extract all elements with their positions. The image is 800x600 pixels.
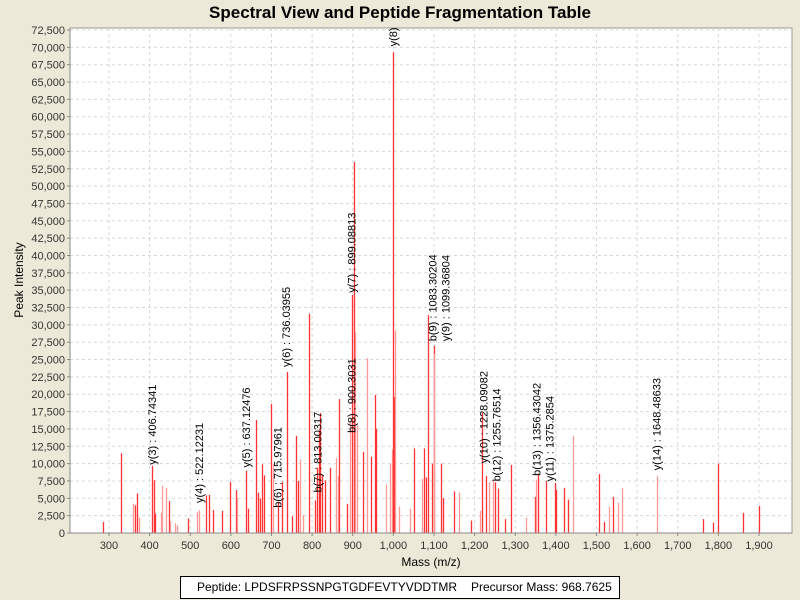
fragment-annotations: y(3) : 406.74341 y(4) : 522.12231 y(5) : 6… <box>147 21 664 508</box>
fragment-label: y(5) : 637.12476 <box>241 387 253 467</box>
peak-bars <box>102 52 761 533</box>
y-tick-label: 32,500 <box>31 303 65 315</box>
fragment-label: b(7) : 813.00317 <box>312 412 324 493</box>
y-tick-label: 40,000 <box>31 250 65 262</box>
x-tick-label: 300 <box>100 540 118 552</box>
y-tick-label: 65,000 <box>31 77 65 89</box>
x-tick-label: 1,300 <box>501 540 529 552</box>
x-tick-label: 900 <box>344 540 362 552</box>
fragment-label: y(7) : 899.08813 <box>347 213 359 293</box>
y-tick-label: 20,000 <box>31 389 65 401</box>
fragment-label: b(8) : 900.3031 <box>347 358 359 433</box>
y-tick-label: 7,500 <box>37 476 65 488</box>
chart-title: Spectral View and Peptide Fragmentation … <box>209 3 591 22</box>
y-tick-label: 72,500 <box>31 25 65 37</box>
y-tick-label: 70,000 <box>31 42 65 54</box>
grid-lines <box>70 28 792 534</box>
y-tick-label: 37,500 <box>31 268 65 280</box>
y-tick-label: 27,500 <box>31 337 65 349</box>
axes: 0 2,500 5,000 7,500 10,000 12,500 15,000 17,500… <box>31 25 792 552</box>
y-tick-label: 60,000 <box>31 112 65 124</box>
y-tick-label: 35,000 <box>31 285 65 297</box>
x-tick-label: 1,700 <box>664 540 692 552</box>
x-tick-label: 800 <box>303 540 321 552</box>
y-tick-label: 45,000 <box>31 216 65 228</box>
y-tick-label: 62,500 <box>31 94 65 106</box>
x-axis-label: Mass (m/z) <box>401 555 460 569</box>
fragment-label: y(14) : 1648.48633 <box>652 378 664 470</box>
x-tick-label: 1,400 <box>542 540 570 552</box>
x-tick-label: 1,000 <box>380 540 408 552</box>
y-tick-label: 30,000 <box>31 320 65 332</box>
y-tick-label: 50,000 <box>31 181 65 193</box>
x-tick-label: 400 <box>140 540 158 552</box>
y-tick-label: 52,500 <box>31 164 65 176</box>
legend-box: Peptide: LPDSFRPSSNPGTGDFEVTYVDDTMR Prec… <box>180 576 620 599</box>
y-tick-label: 17,500 <box>31 407 65 419</box>
x-tick-label: 700 <box>262 540 280 552</box>
fragment-label: y(9) : 1099.36804 <box>440 255 452 341</box>
y-tick-label: 12,500 <box>31 441 65 453</box>
fragment-label: y(11) : 1375.2854 <box>544 396 556 481</box>
precursor-mass: Precursor Mass: 968.7625 <box>471 580 612 594</box>
fragment-label: b(9) : 1083.30204 <box>427 254 439 341</box>
fragment-label: b(6) : 715.97961 <box>273 427 285 508</box>
fragment-label: b(12) : 1255.76514 <box>492 388 504 481</box>
fragment-label: y(3) : 406.74341 <box>147 385 159 465</box>
x-tick-label: 1,900 <box>745 540 773 552</box>
x-tick-label: 1,200 <box>461 540 489 552</box>
y-tick-label: 22,500 <box>31 372 65 384</box>
y-tick-label: 55,000 <box>31 146 65 158</box>
x-tick-label: 600 <box>222 540 240 552</box>
fragment-label: y(10) : 1228.09082 <box>479 371 491 463</box>
y-tick-label: 25,000 <box>31 355 65 367</box>
fragment-label: y(6) : 736.03955 <box>281 287 293 367</box>
x-tick-label: 1,100 <box>420 540 448 552</box>
y-tick-label: 15,000 <box>31 424 65 436</box>
fragment-label: b(13) : 1356.43042 <box>531 383 543 476</box>
x-tick-label: 1,600 <box>623 540 651 552</box>
y-tick-label: 47,500 <box>31 198 65 210</box>
spectrum-chart: y(3) : 406.74341 y(4) : 522.12231 y(5) : 6… <box>12 21 793 569</box>
y-tick-label: 5,000 <box>37 493 65 505</box>
y-tick-label: 57,500 <box>31 129 65 141</box>
y-tick-label: 42,500 <box>31 233 65 245</box>
fragment-label: y(4) : 522.12231 <box>194 423 206 503</box>
y-tick-label: 10,000 <box>31 459 65 471</box>
y-tick-label: 67,500 <box>31 60 65 72</box>
y-tick-label: 0 <box>59 528 65 540</box>
y-tick-label: 2,500 <box>37 511 65 523</box>
peptide-sequence: Peptide: LPDSFRPSSNPGTGDFEVTYVDDTMR <box>197 580 458 594</box>
fragment-label: y(8) : <box>388 21 400 46</box>
y-axis-label: Peak Intensity <box>12 242 26 317</box>
x-tick-label: 1,500 <box>583 540 611 552</box>
x-tick-label: 1,800 <box>705 540 733 552</box>
x-tick-label: 500 <box>181 540 199 552</box>
